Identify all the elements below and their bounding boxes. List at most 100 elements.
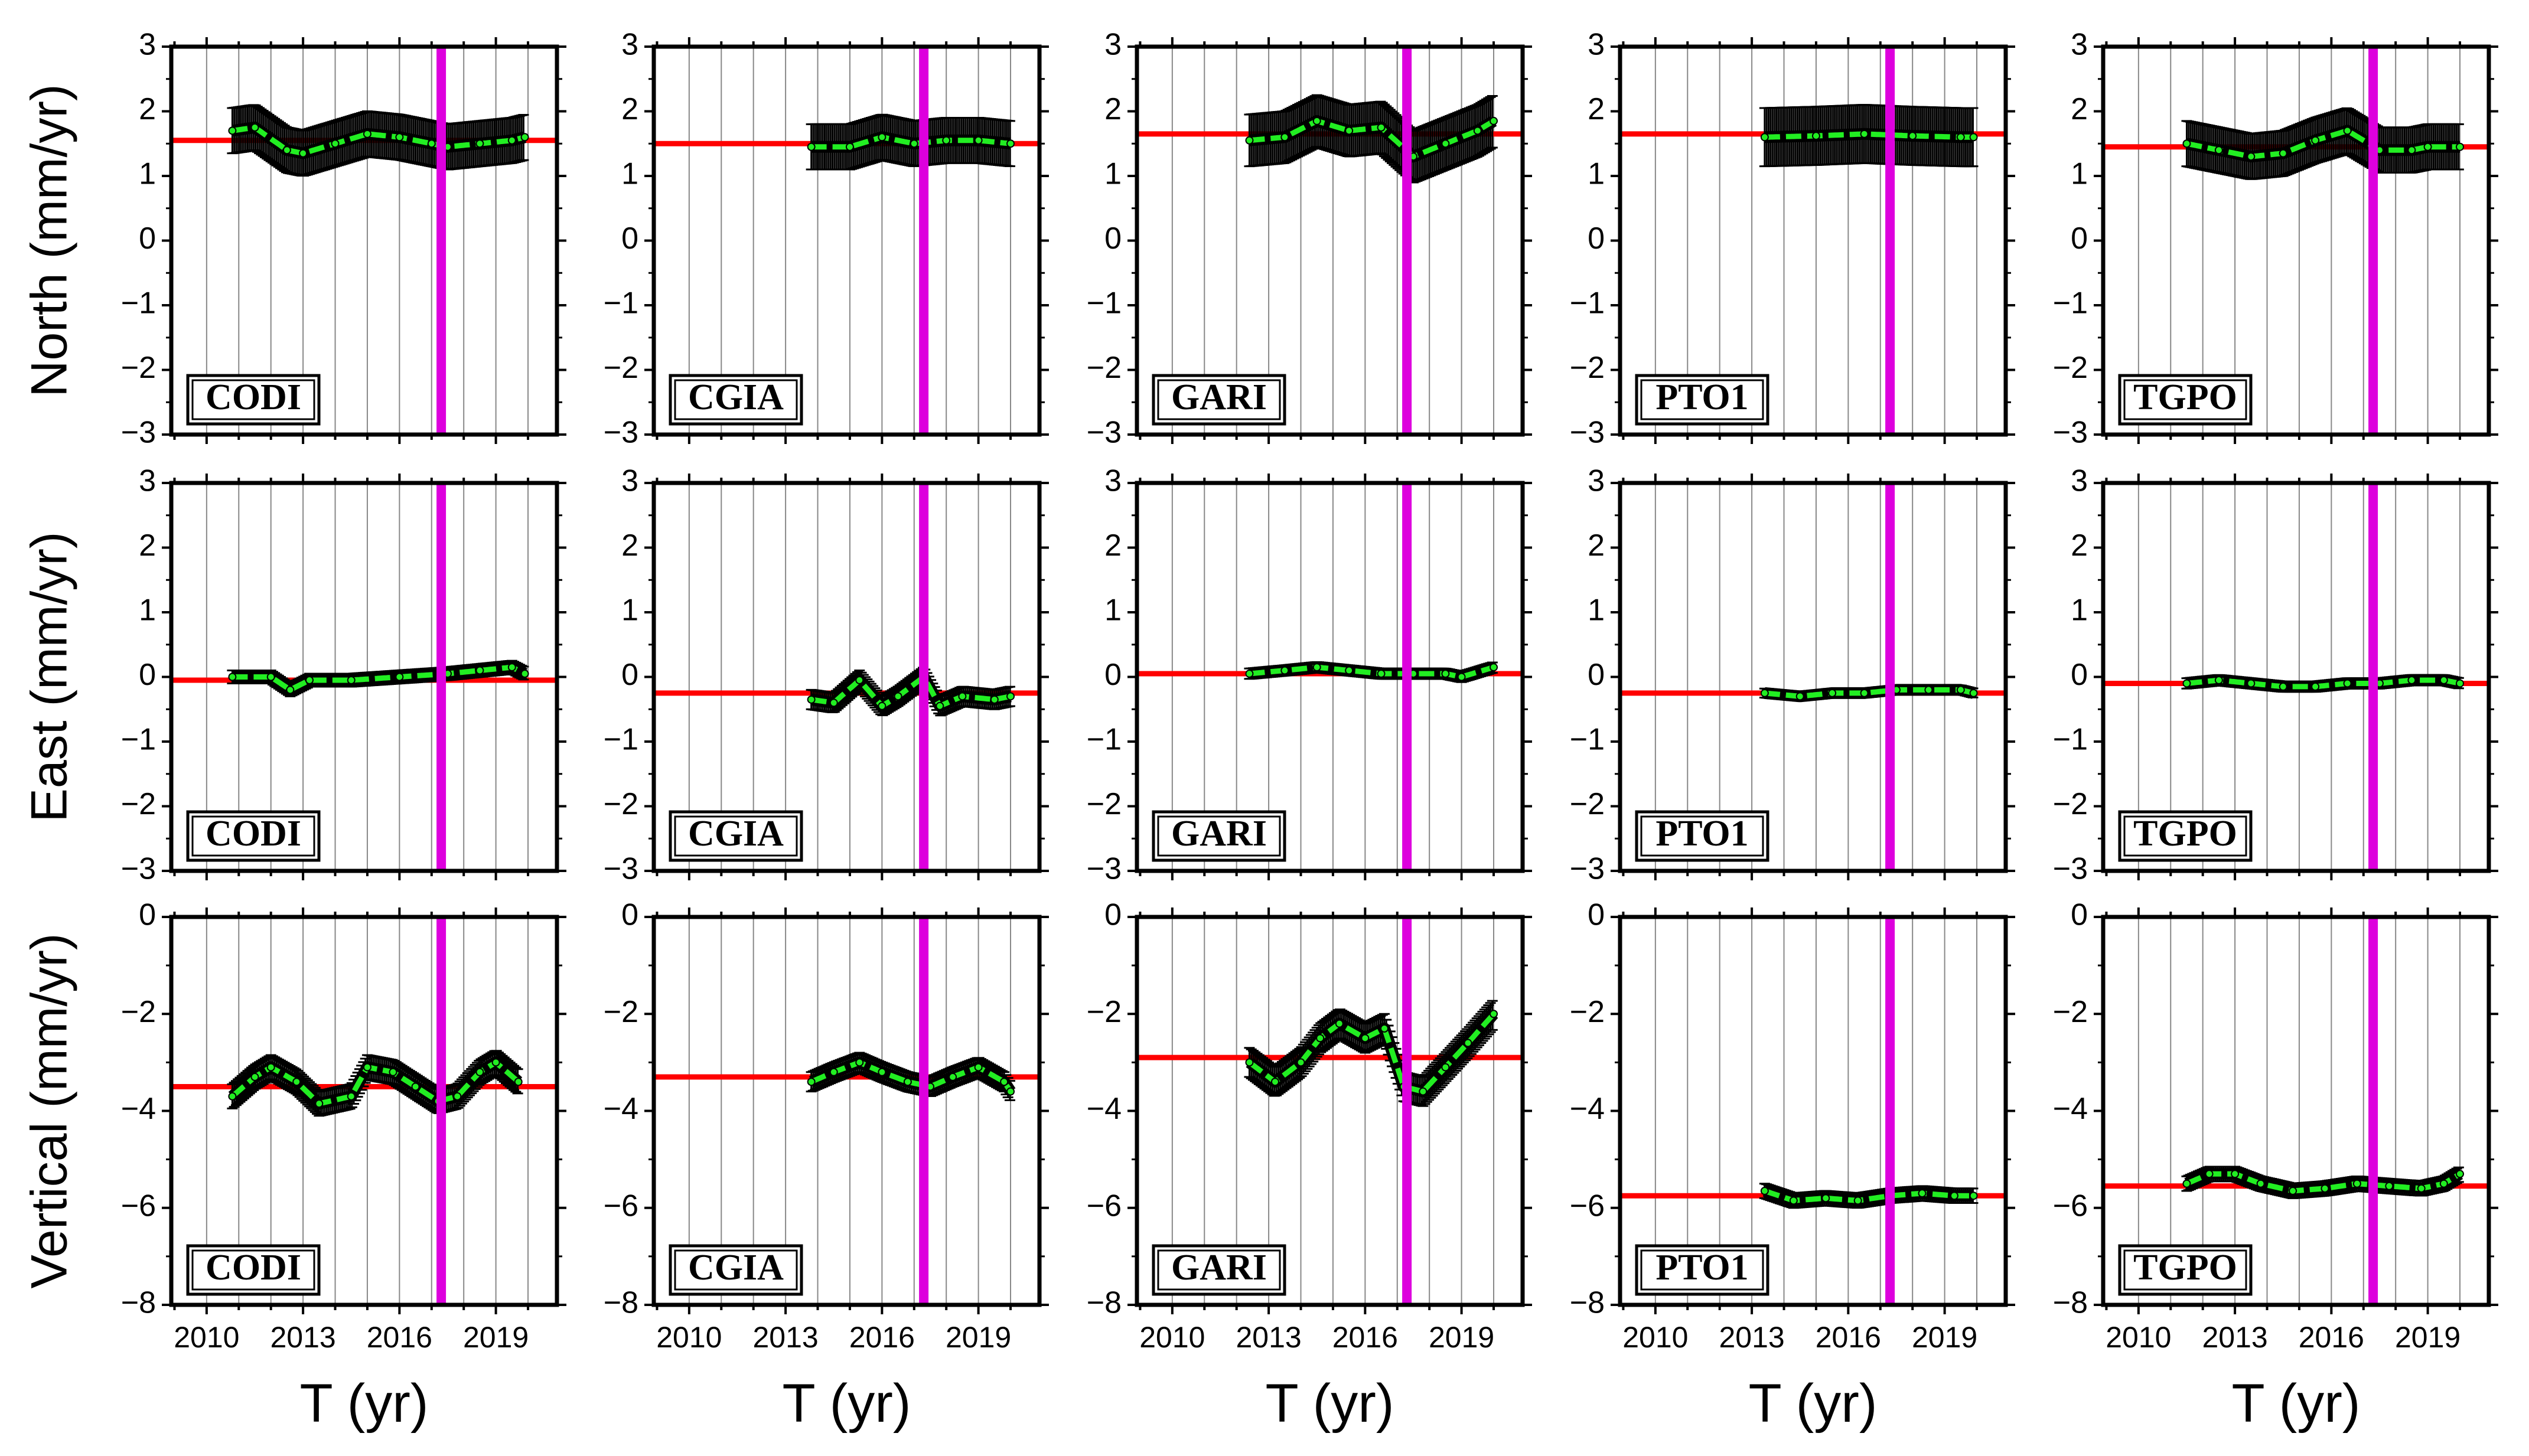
data-point — [266, 672, 275, 681]
data-layer — [1137, 917, 1523, 1305]
x-axis-label: T (yr) — [2231, 1373, 2360, 1434]
panel-north-cgia: 3 2 1 0 −1 −2 −3 CGIA — [604, 28, 1049, 450]
station-label-box — [1152, 810, 1286, 862]
data-point — [2456, 1170, 2465, 1178]
station-label: PTO1 — [1655, 814, 1748, 854]
data-point — [974, 136, 983, 145]
y-tick-label: 0 — [621, 658, 638, 692]
data-point — [1377, 670, 1386, 678]
data-point — [2214, 146, 2223, 155]
data-point — [475, 139, 484, 148]
station-label-inner — [1640, 815, 1764, 857]
station-label-inner — [1157, 815, 1281, 857]
y-tick-label: −6 — [1087, 1189, 1122, 1223]
data-point — [2279, 149, 2287, 158]
data-point — [347, 675, 356, 684]
data-layer — [1620, 483, 2006, 871]
x-tick-label: 2019 — [463, 1321, 529, 1354]
data-layer — [171, 47, 557, 435]
data-layer — [171, 917, 557, 1305]
rate-curve — [810, 674, 1012, 709]
data-point — [974, 1063, 983, 1072]
data-point — [1918, 1189, 1927, 1198]
panel-vertical-codi: 0 −2 −4 −6 −8 2010 2013 2016 2019 T (yr) CODI — [121, 898, 566, 1434]
y-tick-label: 1 — [1588, 593, 1605, 628]
y-tick-label: 0 — [621, 898, 638, 932]
y-tick-label: 1 — [2071, 157, 2088, 191]
y-tick-label: 1 — [1588, 157, 1605, 191]
row-label-2: Vertical (mm/yr) — [21, 933, 78, 1289]
error-bars — [806, 667, 1015, 717]
panel-vertical-tgpo: 0 −2 −4 −6 −8 2010 2013 2016 2019 T (yr) TGPO — [2053, 898, 2498, 1434]
data-point — [1473, 126, 1482, 135]
rate-curve — [1248, 664, 1495, 680]
panel-vertical-pto1: 0 −2 −4 −6 −8 2010 2013 2016 2019 T (yr) PTO1 — [1570, 898, 2015, 1434]
x-tick-label: 2013 — [1719, 1321, 1784, 1354]
data-point — [1789, 1196, 1798, 1205]
data-layer — [2103, 917, 2489, 1305]
rate-curve — [231, 664, 526, 693]
y-tick-label: −8 — [2053, 1286, 2088, 1320]
y-tick-label: −1 — [604, 723, 638, 757]
station-label: CGIA — [688, 814, 784, 854]
data-point — [878, 701, 887, 710]
x-tick-label: 2010 — [656, 1321, 722, 1354]
x-tick-label: 2013 — [1236, 1321, 1301, 1354]
data-point — [1000, 1078, 1009, 1086]
row-label-1: East (mm/yr) — [21, 531, 78, 822]
data-point — [1908, 132, 1917, 141]
x-tick-label: 2019 — [1912, 1321, 1977, 1354]
data-point — [1969, 133, 1978, 142]
data-layer — [1137, 47, 1523, 435]
panel-vertical-cgia: 0 −2 −4 −6 −8 2010 2013 2016 2019 T (yr) CGIA — [604, 898, 1049, 1434]
data-point — [2407, 675, 2416, 684]
rate-curve — [1764, 1188, 1975, 1203]
y-tick-label: 3 — [2071, 464, 2088, 498]
y-tick-label: 3 — [1588, 28, 1605, 62]
x-tick-label: 2010 — [1139, 1321, 1205, 1354]
data-point — [453, 1092, 462, 1101]
station-label: PTO1 — [1655, 377, 1748, 417]
x-tick-label: 2013 — [752, 1321, 818, 1354]
data-point — [2417, 1184, 2426, 1193]
y-tick-label: 3 — [621, 464, 638, 498]
station-label-box — [186, 810, 321, 862]
data-point — [2407, 146, 2416, 155]
station-label: TGPO — [2133, 377, 2237, 417]
x-tick-label: 2010 — [1622, 1321, 1688, 1354]
station-label-box — [1635, 810, 1769, 862]
x-tick-label: 2016 — [849, 1321, 915, 1354]
data-point — [855, 675, 864, 684]
data-point — [1795, 692, 1804, 701]
data-point — [2343, 126, 2352, 135]
data-point — [2214, 675, 2223, 684]
y-tick-label: 0 — [1104, 221, 1122, 256]
panel-north-gari: 3 2 1 0 −1 −2 −3 GARI — [1087, 28, 1532, 450]
y-tick-label: −1 — [2053, 286, 2088, 321]
data-point — [491, 1058, 500, 1067]
data-point — [1464, 1039, 1472, 1047]
y-tick-label: −8 — [1570, 1286, 1605, 1320]
data-point — [2256, 1179, 2265, 1188]
y-tick-label: 2 — [139, 528, 156, 563]
data-point — [1860, 129, 1869, 138]
data-point — [1335, 1019, 1344, 1028]
data-point — [1828, 688, 1837, 697]
data-point — [250, 123, 259, 132]
data-point — [475, 666, 484, 675]
data-point — [266, 1063, 275, 1072]
rate-curve — [1248, 118, 1495, 159]
y-tick-label: 2 — [139, 92, 156, 126]
station-label: PTO1 — [1655, 1248, 1748, 1288]
y-tick-label: −1 — [121, 723, 156, 757]
y-tick-label: 0 — [2071, 658, 2088, 692]
data-point — [228, 126, 237, 135]
y-tick-label: −4 — [2053, 1092, 2088, 1126]
panel-north-tgpo: 3 2 1 0 −1 −2 −3 TGPO — [2053, 28, 2498, 450]
data-point — [1490, 116, 1498, 125]
data-layer — [171, 483, 557, 871]
data-point — [903, 1078, 912, 1086]
data-point — [1345, 666, 1354, 675]
data-point — [1419, 1087, 1428, 1096]
y-tick-label: −8 — [1087, 1286, 1122, 1320]
